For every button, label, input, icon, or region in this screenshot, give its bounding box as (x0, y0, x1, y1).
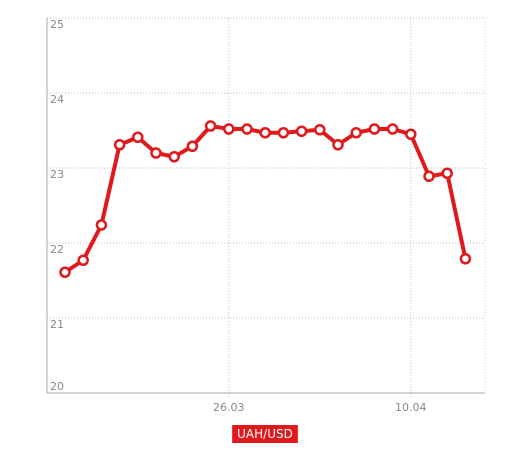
x-tick-label: 10.04 (395, 401, 427, 414)
y-tick-label: 22 (50, 243, 64, 256)
point (314, 124, 326, 136)
legend-text: UAH/USD (237, 427, 293, 441)
point (350, 127, 362, 139)
y-tick-label: 24 (50, 93, 64, 106)
point (204, 120, 217, 132)
point (186, 140, 199, 152)
point (423, 170, 435, 182)
series-line (63, 124, 468, 274)
point (332, 139, 344, 151)
point (150, 147, 162, 159)
point (241, 123, 253, 135)
point (295, 125, 308, 137)
point (277, 127, 290, 139)
point (405, 128, 417, 140)
point (168, 151, 180, 163)
point (441, 167, 453, 179)
y-tick-label: 25 (50, 18, 64, 31)
x-tick-label: 26.03 (213, 401, 245, 414)
point (77, 254, 89, 266)
point (386, 123, 399, 135)
point (59, 266, 71, 278)
point (95, 219, 108, 231)
legend-swatch (232, 425, 298, 443)
y-tick-label: 23 (50, 168, 64, 181)
point (223, 123, 235, 135)
y-tick-label: 20 (50, 380, 64, 393)
y-tick-label: 21 (50, 318, 64, 331)
point (132, 131, 144, 143)
point (459, 253, 472, 265)
point (259, 127, 271, 139)
point (368, 123, 381, 135)
point (113, 139, 126, 151)
